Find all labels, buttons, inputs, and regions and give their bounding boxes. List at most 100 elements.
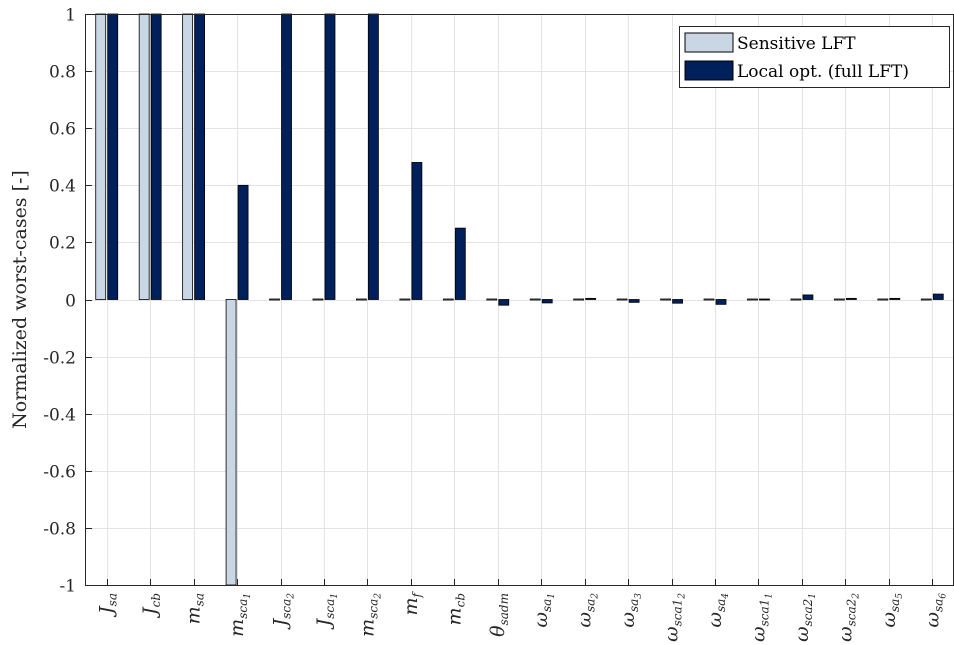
y-tick-label: -0.8 [43, 520, 76, 540]
bar-sensitive-lft-7 [399, 298, 411, 301]
legend-label-sensitive-lft: Sensitive LFT [737, 34, 856, 54]
bar-sensitive-lft-15 [747, 298, 758, 301]
bar-sensitive-lft-11 [573, 298, 585, 301]
bar-local-opt-16 [802, 294, 814, 300]
bar-sensitive-lft-9 [486, 298, 498, 301]
legend: Sensitive LFT Local opt. (full LFT) [679, 26, 950, 88]
bar-local-opt-14 [715, 299, 727, 305]
bar-local-opt-0 [107, 13, 119, 300]
x-tick-label-text: ωsca22 [834, 593, 861, 642]
x-tick-label: ωsa1 [530, 593, 557, 628]
x-tick-label-text: ωsca21 [791, 593, 818, 642]
bar-local-opt-7 [411, 162, 423, 300]
bar-local-opt-3 [237, 184, 249, 300]
y-axis-ticks: 1 0.8 0.6 0.4 0.2 0 -0.2 -0.4 -0.6 -0.8 -1 [43, 6, 92, 597]
x-tick-label: ωsca12 [661, 593, 688, 642]
y-tick-label: -0.2 [43, 349, 76, 369]
x-tick-label-text: ωsa2 [574, 593, 601, 628]
x-tick-label-text: ωsa4 [704, 593, 731, 628]
x-tick-label-text: msca1 [226, 593, 253, 637]
bar-local-opt-6 [368, 13, 379, 300]
x-tick-label-text: mcb [443, 593, 467, 625]
y-tick-label: 0.4 [49, 177, 76, 197]
legend-label-local-opt: Local opt. (full LFT) [737, 62, 909, 82]
y-tick-label: 0.2 [49, 234, 76, 254]
x-tick-label-text: ωsa1 [530, 593, 557, 628]
x-tick-label-text: msca2 [356, 593, 383, 637]
bar-local-opt-2 [194, 13, 206, 300]
bar-local-opt-8 [454, 227, 466, 300]
bar-sensitive-lft-6 [356, 298, 367, 301]
bar-local-opt-1 [150, 13, 162, 300]
x-tick-label: mf [400, 590, 424, 615]
x-tick-label: ωsa3 [617, 593, 644, 628]
bar-sensitive-lft-14 [703, 298, 715, 301]
bar-local-opt-15 [759, 298, 770, 301]
x-tick-label-text: θsadm [487, 593, 511, 637]
x-tick-label: Jsca2 [270, 593, 297, 631]
bar-sensitive-lft-3 [225, 299, 237, 586]
x-tick-label: θsadm [487, 593, 511, 637]
y-tick-label: 0.8 [49, 63, 76, 83]
x-tick-label: msca2 [356, 593, 383, 637]
x-tick-label-text: Jsca2 [270, 593, 297, 631]
bar-local-opt-4 [281, 13, 292, 300]
x-tick-label-text: ωsca12 [661, 593, 688, 642]
x-tick-label: ωsa2 [574, 593, 601, 628]
x-tick-label: ωsca21 [791, 593, 818, 642]
bar-sensitive-lft-18 [877, 298, 889, 301]
x-tick-label: ωsca11 [747, 593, 774, 642]
bar-sensitive-lft-10 [529, 298, 541, 301]
x-tick-label: ωsa4 [704, 593, 731, 628]
x-tick-label-text: ωsa3 [617, 593, 644, 628]
x-tick-label: msa [183, 593, 207, 624]
y-axis-label: Normalized worst-cases [-] [9, 170, 31, 429]
bar-sensitive-lft-5 [312, 298, 324, 301]
x-tick-label-text: ωsca11 [747, 593, 774, 642]
x-tick-label-text: ωsa5 [878, 593, 905, 628]
bar-sensitive-lft-4 [269, 298, 280, 301]
bar-local-opt-17 [845, 297, 857, 300]
x-tick-label-text: msa [183, 593, 207, 624]
x-tick-label: Jsa [96, 593, 120, 618]
x-tick-label-text: mf [400, 590, 424, 615]
bar-local-opt-13 [672, 299, 683, 304]
bar-local-opt-11 [585, 297, 597, 300]
x-tick-label-text: ωsa6 [921, 593, 948, 628]
grid-lines [85, 14, 954, 586]
y-tick-label: -1 [59, 577, 76, 597]
x-tick-label: ωsca22 [834, 593, 861, 642]
bar-sensitive-lft-8 [442, 298, 454, 301]
y-tick-label: -0.6 [43, 463, 76, 483]
x-tick-label: Jsca1 [313, 593, 340, 630]
bar-local-opt-9 [498, 299, 510, 306]
legend-swatch-sensitive-lft [684, 32, 734, 53]
x-tick-label: mcb [443, 593, 467, 625]
bar-sensitive-lft-12 [616, 298, 628, 301]
x-tick-label: msca1 [226, 593, 253, 637]
bar-local-opt-19 [932, 293, 944, 300]
y-tick-label: 0 [65, 292, 76, 312]
x-tick-label: ωsa6 [921, 593, 948, 628]
y-tick-label: 0.6 [49, 120, 76, 140]
bar-sensitive-lft-0 [95, 13, 107, 300]
x-tick-label-text: Jsa [96, 593, 120, 618]
x-tick-label-text: Jsca1 [313, 593, 340, 630]
bar-sensitive-lft-2 [182, 13, 194, 300]
legend-swatch-local-opt [684, 60, 734, 81]
x-tick-label: Jcb [139, 593, 163, 619]
bar-sensitive-lft-17 [833, 298, 845, 301]
bar-sensitive-lft-19 [920, 298, 932, 301]
bar-sensitive-lft-13 [660, 298, 671, 301]
bar-local-opt-12 [628, 299, 640, 303]
bar-local-opt-18 [889, 297, 901, 300]
bars [95, 13, 944, 586]
bar-local-opt-10 [541, 299, 553, 304]
x-tick-label-text: Jcb [139, 593, 163, 619]
y-tick-label: -0.4 [43, 406, 76, 426]
y-tick-label: 1 [65, 6, 76, 26]
bar-sensitive-lft-16 [790, 298, 802, 301]
x-tick-label: ωsa5 [878, 593, 905, 628]
